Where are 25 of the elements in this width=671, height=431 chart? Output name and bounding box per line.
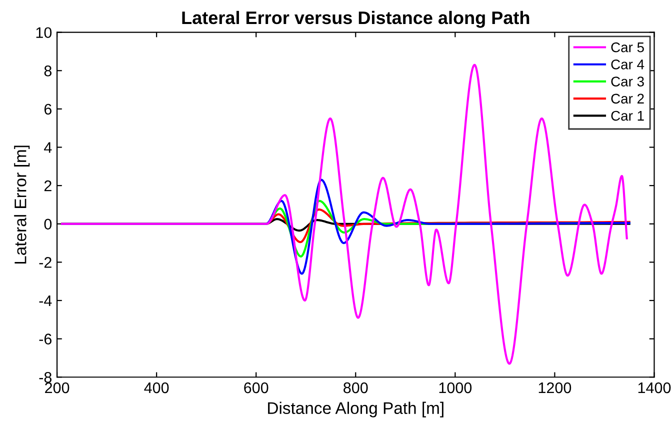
x-tick-label: 1000 bbox=[439, 382, 472, 394]
y-axis-title: Lateral Error [m] bbox=[14, 146, 30, 264]
legend-label: Car 1 bbox=[611, 110, 644, 121]
y-tick-label: -8 bbox=[39, 372, 52, 383]
y-tick-label: -2 bbox=[39, 257, 52, 268]
legend-label: Car 5 bbox=[611, 42, 644, 52]
x-tick-label: 1400 bbox=[638, 382, 671, 394]
y-tick-label: -6 bbox=[39, 334, 52, 344]
legend-label: Car 3 bbox=[611, 76, 644, 86]
y-tick-label: 4 bbox=[44, 142, 52, 153]
x-tick-label: 400 bbox=[144, 382, 169, 394]
y-tick-label: 10 bbox=[36, 27, 52, 38]
chart-title: Lateral Error versus Distance along Path bbox=[182, 10, 530, 28]
legend-label: Car 4 bbox=[611, 60, 644, 70]
y-tick-label: 8 bbox=[44, 66, 52, 76]
y-tick-label: 2 bbox=[44, 180, 52, 192]
x-tick-label: 200 bbox=[45, 382, 70, 394]
x-tick-label: 1200 bbox=[538, 382, 572, 394]
y-tick-label: 0 bbox=[44, 218, 52, 230]
y-tick-label: 6 bbox=[44, 104, 52, 115]
x-tick-label: 600 bbox=[244, 382, 268, 394]
y-tick-label: -4 bbox=[39, 296, 52, 306]
x-axis-title: Distance Along Path [m] bbox=[268, 402, 444, 418]
x-tick-label: 800 bbox=[344, 382, 368, 394]
legend-label: Car 2 bbox=[611, 94, 644, 104]
